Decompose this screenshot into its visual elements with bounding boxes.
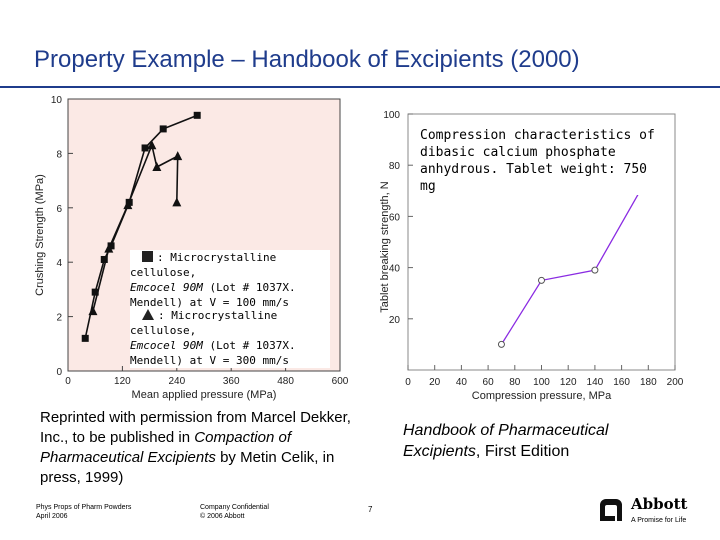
legend-triangle-icon <box>142 309 154 320</box>
legend-2-line1: : Microcrystalline cellulose, <box>130 309 278 337</box>
credit-pre: Reprinted with permission from Marcel De… <box>40 409 351 446</box>
footer-mid-2: © 2006 Abbott <box>200 513 245 520</box>
chart1-xtick-label: 240 <box>168 376 185 387</box>
chart1-square-point <box>91 288 99 296</box>
chart1-ytick-label: 8 <box>56 149 62 160</box>
legend-square-icon <box>142 251 153 262</box>
legend-1-line1: : Microcrystalline cellulose, <box>130 251 277 279</box>
chart1-xlabel: Mean applied pressure (MPa) <box>132 389 277 401</box>
logo-word: Abbott <box>631 495 688 513</box>
legend-series-2: : Microcrystalline cellulose, Emcocel 90… <box>130 308 330 368</box>
chart1-square-point <box>159 125 167 133</box>
chart1-xtick-label: 360 <box>223 376 240 387</box>
legend-2-line3: Mendell) at V = 300 mm/s <box>130 354 289 367</box>
chart1-triangle-point <box>152 162 162 171</box>
handbook-italic: Handbook of Pharmaceutical Excipients <box>403 422 609 460</box>
logo-tagline: A Promise for Life <box>631 517 687 524</box>
chart1-triangle-point <box>88 306 98 316</box>
footer-mid: Company Confidential © 2006 Abbott <box>200 503 269 521</box>
chart1-ylabel: Crushing Strength (MPa) <box>34 174 46 296</box>
chart1-triangle-point <box>172 197 182 207</box>
chart1-xtick-label: 600 <box>332 376 349 387</box>
credit-post: by Metin Celik, in press, 1999) <box>40 449 335 486</box>
chart1-xtick-label: 0 <box>65 376 71 387</box>
chart1-square-point <box>107 242 115 250</box>
footer-left-2: April 2006 <box>36 513 68 520</box>
legend-1-line2: (Lot # 1037X. <box>202 281 296 294</box>
chart1-xtick-label: 120 <box>114 376 131 387</box>
page-number: 7 <box>368 505 373 514</box>
legend-series-1: : Microcrystalline cellulose, Emcocel 90… <box>130 250 330 310</box>
legend-2-italic: Emcocel 90M <box>130 339 203 352</box>
handbook-rest: , First Edition <box>475 443 570 460</box>
chart1-triangle-point <box>173 151 183 161</box>
footer-left: Phys Props of Pharm Powders April 2006 <box>36 503 131 521</box>
legend-1-italic: Emcocel 90M <box>130 281 203 294</box>
credit-italic: Compaction of Pharmaceutical Excipients <box>40 429 291 466</box>
chart1-triangle-point <box>104 243 114 253</box>
chart1-triangle-point <box>147 140 157 150</box>
title-rule <box>0 86 720 88</box>
chart1-xtick-label: 480 <box>277 376 294 387</box>
chart1-triangle-point <box>123 200 133 210</box>
credit-text: Reprinted with permission from Marcel De… <box>40 408 375 488</box>
slide-title: Property Example – Handbook of Excipient… <box>34 46 580 73</box>
chart1-ytick-label: 6 <box>56 204 62 215</box>
abbott-logo-icon <box>600 499 622 521</box>
footer-left-1: Phys Props of Pharm Powders <box>36 504 132 511</box>
chart1-square-point <box>100 255 108 263</box>
chart1-square-point <box>193 111 201 119</box>
chart1-ytick-label: 10 <box>51 95 63 106</box>
chart1-square-point <box>141 144 149 152</box>
chart1-ytick-label: 0 <box>56 367 62 378</box>
legend-2-line2: (Lot # 1037X. <box>202 339 296 352</box>
chart1-ytick-label: 2 <box>56 313 62 324</box>
footer-mid-1: Company Confidential <box>200 504 269 511</box>
legend-1-line3: Mendell) at V = 100 mm/s <box>130 296 289 309</box>
chart1-ytick-label: 4 <box>56 258 62 269</box>
handbook-text: Handbook of Pharmaceutical Excipients, F… <box>403 420 663 462</box>
chart1-square-point <box>81 334 89 342</box>
chart2-annotation: Compression characteristics of dibasic c… <box>420 127 660 195</box>
